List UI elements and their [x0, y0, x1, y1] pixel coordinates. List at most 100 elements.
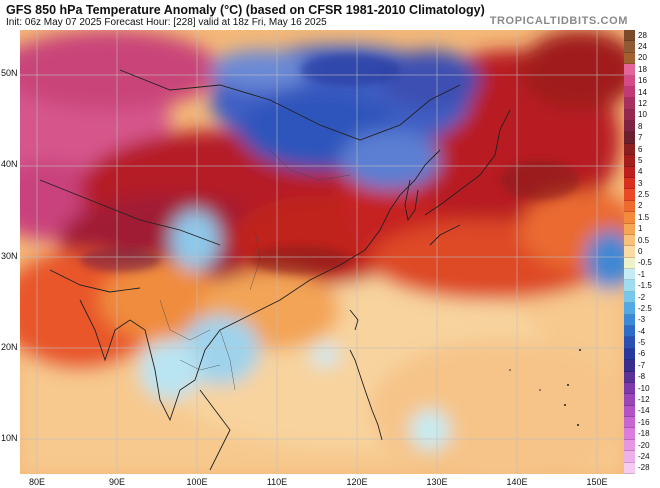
- map-subtitle: Init: 06z May 07 2025 Forecast Hour: [22…: [6, 17, 327, 28]
- colorbar-label: 10: [638, 110, 647, 120]
- lon-label-120e: 120E: [346, 477, 368, 487]
- colorbar-label: -18: [638, 429, 650, 439]
- colorbar-swatch: [624, 212, 635, 224]
- colorbar-label: -24: [638, 451, 650, 461]
- colorbar-swatch: [624, 280, 635, 292]
- colorbar-swatch: [624, 394, 635, 406]
- colorbar-label: 14: [638, 87, 647, 97]
- colorbar-swatch: [624, 166, 635, 178]
- temperature-anomaly-map: [20, 30, 624, 474]
- colorbar-label: 18: [638, 64, 647, 74]
- colorbar-swatch: [624, 178, 635, 190]
- lon-label-80e: 80E: [28, 477, 46, 487]
- colorbar-label: 5: [638, 155, 643, 165]
- colorbar-label: -0.5: [638, 258, 652, 268]
- colorbar-label: -5: [638, 338, 646, 348]
- colorbar-label: 7: [638, 133, 643, 143]
- colorbar-swatch: [624, 30, 635, 42]
- lat-label-30n: 30N: [1, 251, 18, 261]
- colorbar-label: 8: [638, 121, 643, 131]
- map-title: GFS 850 hPa Temperature Anomaly (°C) (ba…: [6, 3, 485, 17]
- colorbar-swatch: [624, 337, 635, 349]
- lat-label-50n: 50N: [1, 68, 18, 78]
- colorbar-label: 4: [638, 167, 643, 177]
- lon-label-140e: 140E: [506, 477, 528, 487]
- colorbar-label: -3: [638, 315, 646, 325]
- colorbar-swatch: [624, 189, 635, 201]
- colorbar-swatch: [624, 303, 635, 315]
- colorbar-label: 12: [638, 99, 647, 108]
- header: GFS 850 hPa Temperature Anomaly (°C) (ba…: [0, 0, 660, 30]
- colorbar-label: 0.5: [638, 235, 650, 245]
- graticule: [20, 30, 624, 474]
- colorbar-swatch: [624, 200, 635, 213]
- colorbar-swatch: [624, 257, 635, 270]
- colorbar-label: 0: [638, 247, 643, 256]
- colorbar-label: -8: [638, 372, 646, 382]
- colorbar-swatch: [624, 86, 635, 99]
- brand-watermark[interactable]: TROPICALTIDBITS.COM: [489, 15, 628, 27]
- colorbar-swatch: [624, 405, 635, 418]
- coastlines: [39, 69, 511, 471]
- lon-label-110e: 110E: [266, 477, 288, 487]
- lon-label-100e: 100E: [186, 477, 208, 487]
- lon-label-130e: 130E: [426, 477, 448, 487]
- colorbar-label: 6: [638, 144, 643, 154]
- colorbar-label: -6: [638, 349, 646, 359]
- colorbar-label: 2.5: [638, 190, 650, 200]
- lat-label-20n: 20N: [1, 342, 18, 352]
- lon-label-150e: 150E: [586, 477, 608, 487]
- country-borders: [159, 149, 351, 391]
- colorbar-swatch: [624, 382, 635, 395]
- colorbar-label: -2: [638, 292, 646, 302]
- colorbar-swatch: [624, 439, 635, 452]
- colorbar-label: 24: [638, 42, 647, 52]
- colorbar-swatch: [624, 75, 635, 87]
- colorbar-swatch: [624, 98, 635, 110]
- colorbar-swatch: [624, 462, 635, 474]
- lat-label-10n: 10N: [1, 433, 18, 443]
- colorbar-swatch: [624, 314, 635, 326]
- colorbar-swatch: [624, 451, 635, 463]
- colorbar-swatch: [624, 326, 635, 338]
- colorbar-swatch: [624, 348, 635, 361]
- colorbar-swatch: [624, 223, 635, 235]
- colorbar-label: -16: [638, 417, 650, 427]
- anomaly-field: [20, 30, 624, 474]
- colorbar-label: 16: [638, 76, 647, 86]
- colorbar-swatch: [624, 143, 635, 156]
- colorbar-label: -4: [638, 326, 646, 336]
- colorbar-label: 2: [638, 201, 643, 211]
- colorbar-label: -10: [638, 383, 650, 393]
- colorbar-label: -12: [638, 395, 650, 404]
- colorbar-label: 1: [638, 224, 643, 234]
- colorbar-swatch: [624, 428, 635, 440]
- colorbar-label: 3: [638, 178, 643, 188]
- lat-label-40n: 40N: [1, 159, 18, 169]
- colorbar-swatch: [624, 246, 635, 258]
- colorbar-label: 28: [638, 30, 647, 40]
- colorbar-label: -14: [638, 406, 650, 416]
- colorbar-swatch: [624, 360, 635, 372]
- islands: [509, 349, 581, 426]
- colorbar-swatch: [624, 132, 635, 144]
- colorbar-swatch: [624, 234, 635, 247]
- colorbar-label: -1: [638, 269, 646, 279]
- colorbar-swatch: [624, 41, 635, 53]
- lon-label-90e: 90E: [108, 477, 126, 487]
- colorbar-label: -1.5: [638, 281, 652, 291]
- colorbar-swatch: [624, 52, 635, 65]
- color-scale-legend: 28 24 20 18 16 14 12 10 8 7 6 5 4 3 2.5 2 1.5 1 0.5 0 -0.5 -1…: [624, 30, 660, 474]
- colorbar-swatch: [624, 64, 635, 76]
- colorbar-swatch: [624, 269, 635, 281]
- colorbar-swatch: [624, 121, 635, 133]
- colorbar-swatch: [624, 109, 635, 122]
- colorbar-swatch: [624, 291, 635, 304]
- colorbar-swatch: [624, 155, 635, 167]
- colorbar-label: -28: [638, 463, 650, 473]
- colorbar-label: -20: [638, 440, 650, 450]
- colorbar-swatch: [624, 371, 635, 383]
- colorbar-label: -2.5: [638, 303, 652, 313]
- colorbar-label: 1.5: [638, 212, 650, 222]
- colorbar-label: -7: [638, 360, 646, 370]
